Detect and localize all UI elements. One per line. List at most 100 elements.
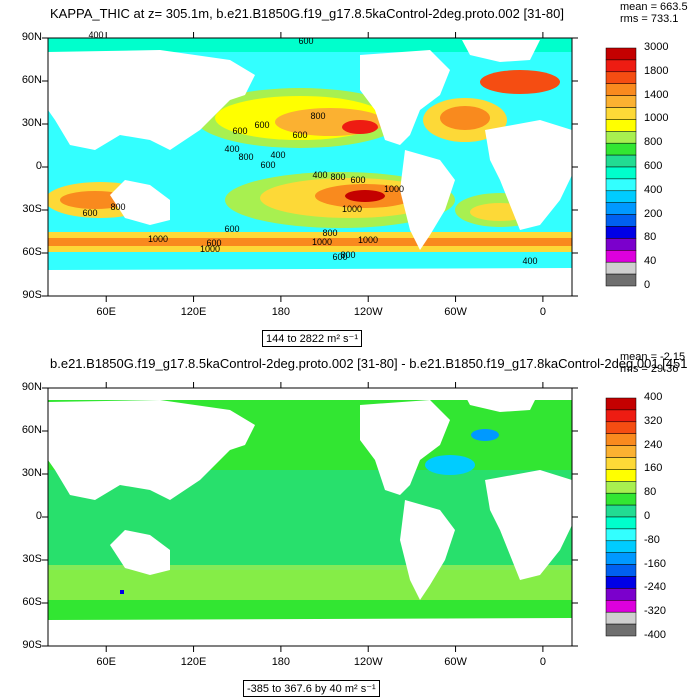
panel2-land-eurasia (48, 400, 255, 500)
panel2-southern-band (48, 565, 572, 600)
panel2-ytick-label: 60S (22, 596, 42, 608)
panel2-land-south-america (400, 500, 455, 600)
panel1-ytick-label: 90N (21, 31, 42, 43)
panel1-map (48, 38, 572, 296)
panel2-colorbar-swatch (605, 504, 637, 518)
panel1-xtick-label: 0 (539, 306, 546, 318)
panel1-contour-label: 400 (270, 150, 285, 160)
panel2-colorbar-label: -240 (644, 581, 667, 594)
panel1-contour-label: 1000 (312, 237, 332, 247)
panel2-mean: mean = -2.15 (620, 351, 686, 363)
panel1-colorbar-label: 600 (644, 160, 663, 172)
panel1-colorbar-swatch (605, 59, 637, 73)
panel2-colorbar-label: 80 (644, 486, 657, 499)
panel1-mean: mean = 663.5 (620, 1, 688, 13)
panel2-xtick-label: 60W (444, 656, 467, 668)
panel1-contour-label: 600 (350, 175, 365, 185)
panel1-land-north-america (360, 50, 450, 145)
panel2-xtick-label: 120E (180, 656, 207, 668)
panel1-land-australia (110, 180, 170, 225)
panel1-ticks (42, 32, 578, 302)
panel2-colorbar-swatch (605, 469, 637, 482)
panel2-land-africa (485, 470, 572, 580)
panel1-colorbar-swatch (605, 83, 637, 96)
panel2-colorbar-label: 0 (644, 510, 651, 522)
panel2-ytick-label: 90N (21, 381, 42, 393)
panel1-contour-label: 400 (224, 144, 239, 154)
panel1-colorbar-label: 400 (644, 183, 663, 196)
panel2-colorbar-label: 160 (644, 462, 663, 475)
panel1-ytick-label: 30N (21, 117, 42, 129)
panel1-stats: mean = 663.5 rms = 733.1 (620, 1, 688, 25)
panel1-natl-gyre-core (440, 106, 490, 130)
panel1-contour-label: 800 (322, 228, 337, 238)
panel1-land-antarctica (48, 268, 572, 296)
panel1-ytick-label: 60S (22, 246, 42, 258)
panel2-colorbar-swatch (605, 492, 637, 506)
panel2-ytick-label: 30N (21, 467, 42, 479)
panel1-colorbar-label: 40 (644, 255, 657, 268)
panel2-xtick-label: 0 (539, 656, 546, 668)
panel2-colorbar-swatch (605, 528, 637, 542)
panel1-ytick-label: 60N (21, 74, 42, 86)
panel1-colorbar-label: 3000 (644, 41, 669, 53)
panel1-contour-label: 600 (260, 160, 275, 170)
panel2-colorbar-label: 320 (644, 414, 663, 427)
panel1-land-eurasia (48, 50, 255, 150)
panel2-colorbar-swatch (605, 433, 637, 446)
panel1-contour-label: 800 (330, 172, 345, 182)
panel2-xtick-label: 120W (353, 656, 383, 668)
panel1-xtick-label: 60E (96, 306, 116, 318)
panel1-contour-label: 400 (88, 30, 103, 40)
panel1-contour-label: 600 (224, 224, 239, 234)
panel1-colorbar-swatch (605, 71, 637, 84)
panel1-contour-label: 600 (254, 120, 269, 130)
panel1-colorbar-swatch (605, 166, 637, 180)
panel1-contour-label: 800 (110, 202, 125, 212)
panel2-land-north-america (360, 400, 450, 495)
panel1-colorbar-swatch (605, 131, 637, 144)
panel1-colorbar-swatch (605, 154, 637, 168)
panel1-ytick-label: 30S (22, 203, 42, 215)
panel1-range-label: 144 to 2822 m² s⁻¹ (262, 330, 363, 347)
panel1-contour-label: 600 (206, 238, 221, 248)
panel2-blue-spot (120, 590, 124, 594)
panel2-colorbar-label: -400 (644, 629, 667, 641)
panel2-natl-anomaly (425, 455, 475, 475)
panel2-colorbar-swatch (605, 552, 637, 565)
panel1-colorbar-label: 1000 (644, 112, 669, 125)
panel1-ytick-label: 90S (22, 289, 42, 301)
panel1-colorbar-swatch (605, 119, 637, 132)
panel2-rms: rms = 29.36 (620, 363, 679, 375)
panel1-colorbar-swatch (605, 47, 637, 61)
panel2-colorbar-swatch (605, 516, 637, 530)
panel1-southern-band-core (48, 238, 572, 246)
panel1-contour-label: 1000 (148, 234, 168, 244)
panel2-title: b.e21.B1850G.f19_g17.8.5kaControl-2deg.p… (50, 356, 688, 371)
panel1-colorbar (605, 47, 637, 287)
panel1-colorbar-label: 80 (644, 231, 657, 244)
panel1-contour-label: 800 (340, 250, 355, 260)
panel1-colorbar-swatch (605, 95, 637, 108)
panel1-contour-label: 400 (312, 170, 327, 180)
panel2-land-arctic (48, 388, 572, 400)
panel1-colorbar-swatch (605, 261, 637, 275)
panel1-xtick-label: 180 (271, 306, 291, 318)
panel1-contour-label: 1000 (384, 184, 404, 194)
panel2-colorbar-label: -160 (644, 557, 667, 570)
panel2-land-antarctica (48, 618, 572, 646)
panel1-contour-label: 1000 (200, 244, 220, 254)
panel2-colorbar-swatch (605, 409, 637, 423)
panel1-xtick-label: 120E (180, 306, 207, 318)
panel1-contour-label: 600 (292, 130, 307, 140)
panel1-land (48, 40, 572, 296)
panel1-antarctic-band (48, 252, 572, 270)
panel1-rms: rms = 733.1 (620, 13, 679, 25)
panel2-colorbar-swatch (605, 588, 637, 601)
panel2-ytick-label: 60N (21, 424, 42, 436)
panel1-colorbar-swatch (605, 202, 637, 215)
panel1-contour-label: 400 (522, 256, 537, 266)
panel2-xtick-label: 180 (271, 656, 291, 668)
panel1-colorbar-swatch (605, 142, 637, 156)
